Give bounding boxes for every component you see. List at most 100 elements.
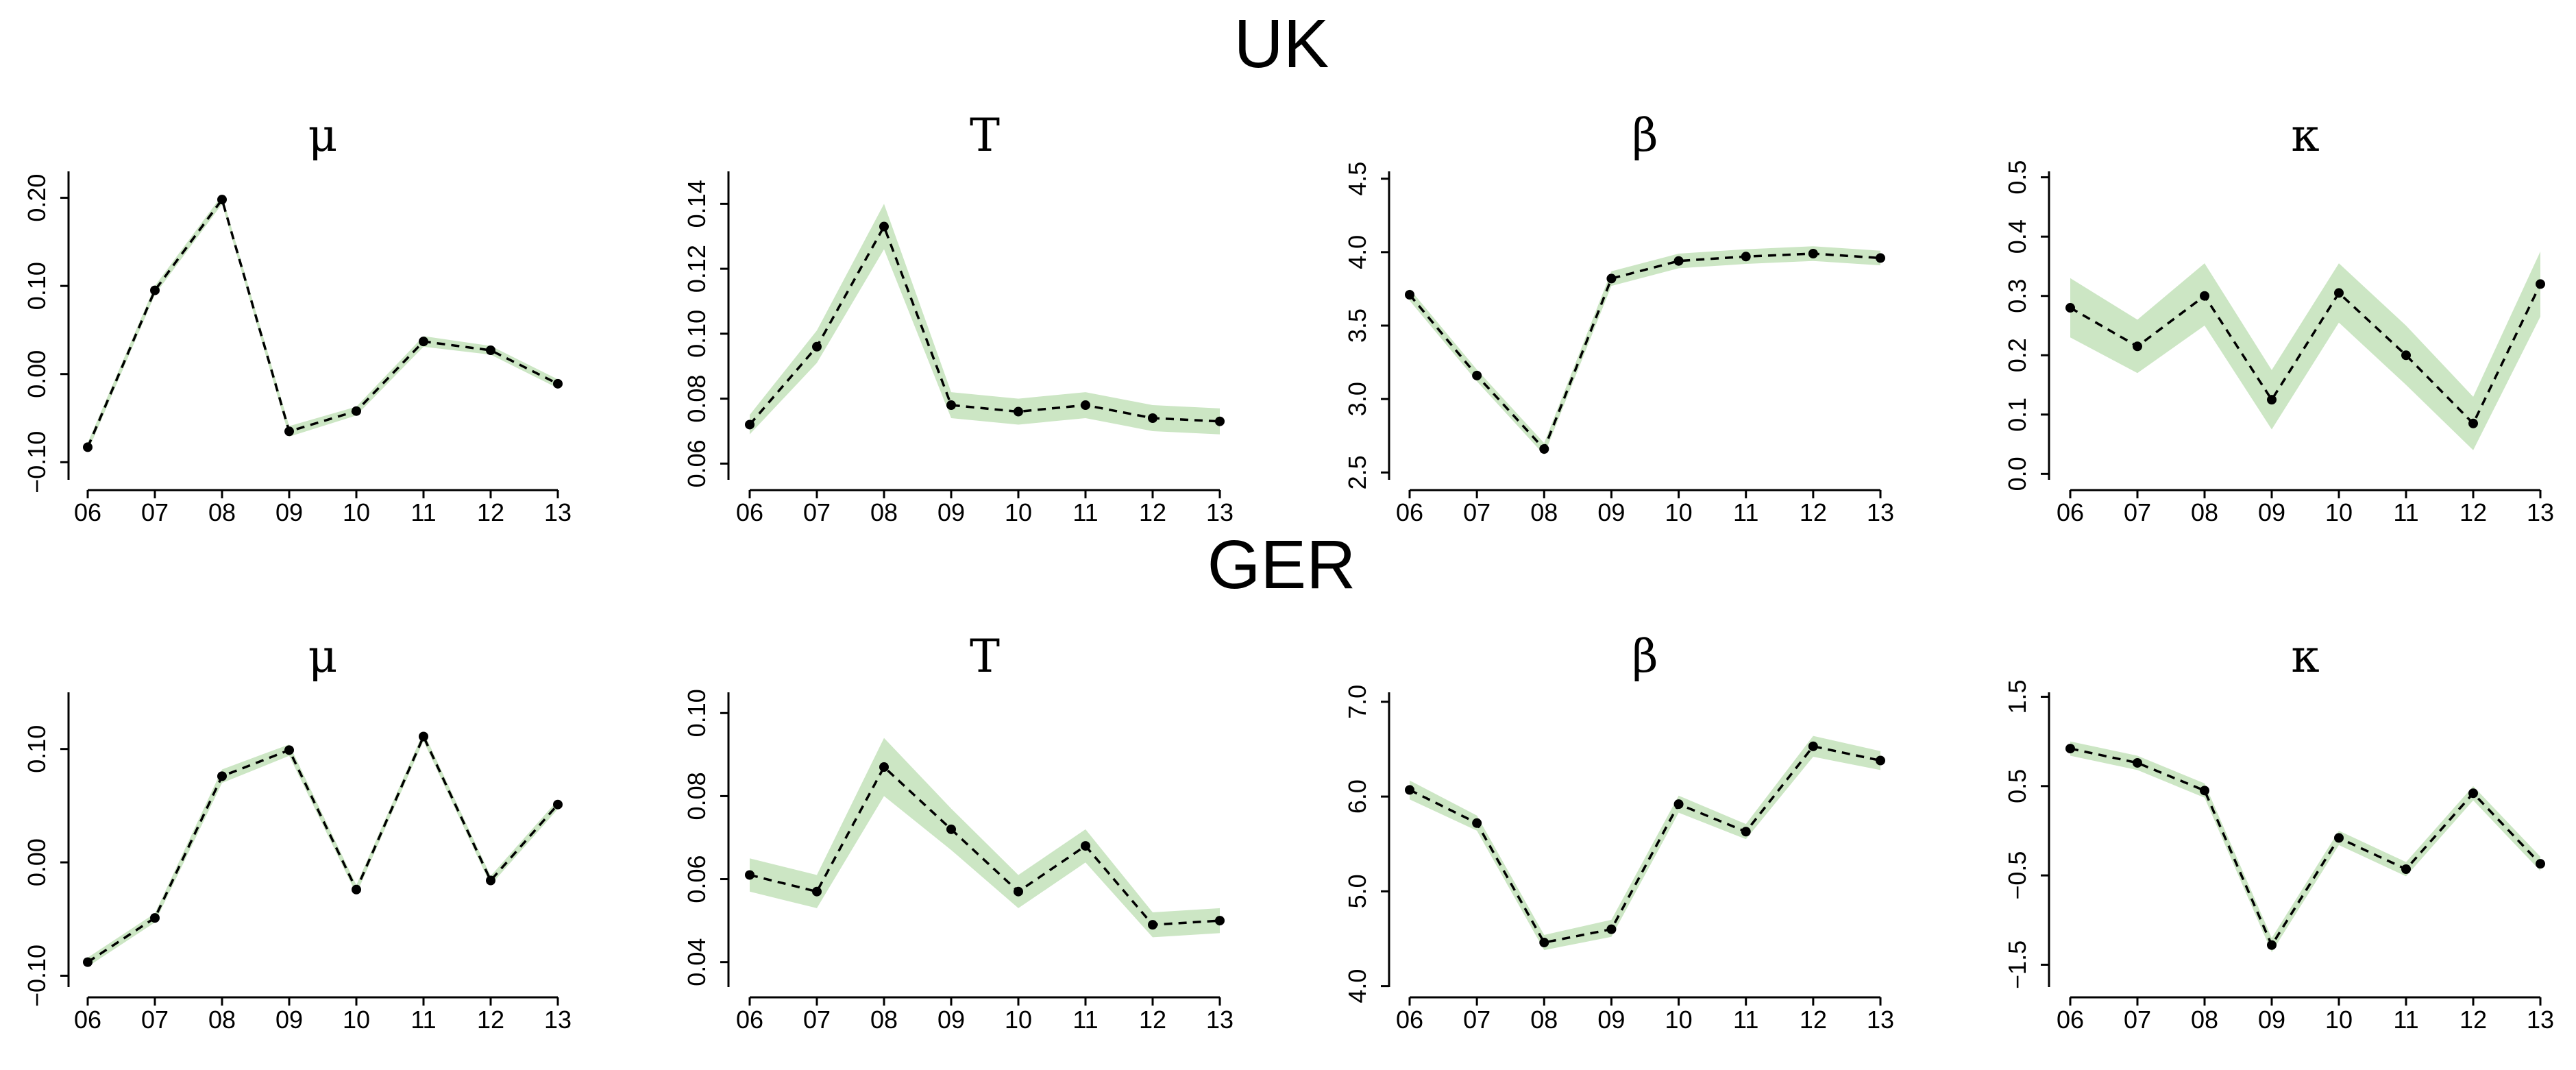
y-tick-label: 0.10: [683, 689, 711, 737]
confidence-band: [88, 731, 558, 967]
x-tick-label: 08: [1530, 498, 1558, 526]
data-point: [553, 799, 563, 810]
x-tick-label: 11: [1072, 1006, 1098, 1034]
data-point: [2133, 757, 2142, 768]
data-point: [1148, 413, 1157, 423]
x-tick-label: 12: [477, 498, 504, 526]
x-tick-label: 10: [2325, 498, 2353, 526]
data-point: [745, 420, 755, 430]
panel-ger-2: β 06 07 08 09 10 11 12 13 4.0 5.0 6.0 7.0: [1343, 630, 1894, 1034]
data-point: [2468, 418, 2478, 428]
data-point: [83, 957, 93, 967]
confidence-band: [750, 738, 1220, 938]
y-tick-label: −0.10: [23, 945, 51, 1007]
y-tick-label: 0.04: [683, 938, 711, 986]
panel-title: μ: [308, 630, 338, 683]
y-tick-label: 4.0: [1343, 235, 1371, 269]
y-tick-label: 0.06: [683, 439, 711, 487]
x-tick-label: 08: [2191, 1006, 2218, 1034]
data-point: [2401, 864, 2411, 874]
data-point: [1405, 785, 1414, 795]
x-tick-label: 12: [2460, 498, 2487, 526]
x-tick-label: 11: [1072, 498, 1098, 526]
y-tick-label: 3.0: [1343, 382, 1371, 416]
y-tick-label: 7.0: [1343, 685, 1371, 719]
panel-title: β: [1632, 630, 1658, 683]
x-tick-label: 13: [1867, 1006, 1894, 1034]
data-point: [1673, 256, 1684, 266]
data-point: [2536, 859, 2545, 869]
data-point: [150, 913, 160, 923]
data-point: [1876, 755, 1885, 766]
data-point: [2267, 940, 2277, 950]
data-point: [1215, 916, 1225, 926]
y-tick-label: 5.0: [1343, 874, 1371, 908]
data-point: [217, 771, 227, 781]
x-tick-label: 09: [2258, 1006, 2285, 1034]
x-tick-label: 09: [2258, 498, 2285, 526]
x-tick-label: 12: [2460, 1006, 2487, 1034]
y-tick-label: 0.3: [2003, 279, 2031, 313]
data-point: [1539, 938, 1549, 948]
data-point: [1405, 290, 1414, 300]
y-tick-label: −0.5: [2003, 851, 2031, 900]
series-line: [87, 733, 559, 964]
x-tick-label: 11: [410, 1006, 436, 1034]
x-tick-label: 06: [74, 498, 101, 526]
data-point: [486, 345, 495, 355]
data-point: [946, 824, 956, 834]
x-tick-label: 13: [544, 1006, 572, 1034]
x-tick-label: 07: [803, 1006, 831, 1034]
data-point: [2200, 786, 2209, 796]
x-tick-label: 12: [1800, 498, 1827, 526]
series-line: [1408, 252, 1881, 452]
series-line: [748, 223, 1220, 426]
x-tick-label: 06: [1396, 498, 1423, 526]
y-tick-label: −1.5: [2003, 940, 2031, 989]
series-line: [749, 765, 1220, 926]
x-tick-label: 13: [2527, 498, 2554, 526]
x-tick-label: 06: [74, 1006, 101, 1034]
data-point: [284, 426, 294, 437]
panel-title: κ: [2291, 109, 2319, 162]
data-point: [2401, 350, 2411, 361]
y-tick-label: 0.06: [683, 855, 711, 903]
x-tick-label: 06: [2057, 1006, 2084, 1034]
series-line: [2070, 747, 2542, 948]
data-point: [419, 337, 428, 347]
x-tick-label: 13: [1206, 498, 1234, 526]
x-tick-label: 07: [141, 498, 169, 526]
x-tick-label: 10: [1665, 1006, 1693, 1034]
x-tick-label: 07: [141, 1006, 169, 1034]
chart-panels: μ 06 07 08 09 10 11 12 13 −0.10 0.00 0.10 0.20 T 06 07 0…: [23, 109, 2554, 1034]
data-point: [284, 745, 294, 755]
confidence-band: [88, 195, 558, 452]
y-tick-label: 3.5: [1343, 308, 1371, 343]
data-point: [1014, 406, 1023, 417]
x-tick-label: 11: [1733, 498, 1758, 526]
data-point: [1014, 886, 1023, 897]
data-point: [1215, 416, 1225, 426]
data-point: [1876, 253, 1885, 263]
x-tick-label: 06: [2057, 498, 2084, 526]
y-tick-label: 0.5: [2003, 160, 2031, 195]
data-point: [1148, 920, 1157, 930]
x-tick-label: 06: [1396, 1006, 1423, 1034]
confidence-band: [750, 204, 1220, 435]
confidence-band: [1410, 735, 1880, 951]
y-tick-label: 0.10: [23, 262, 51, 310]
data-point: [1741, 252, 1751, 262]
x-tick-label: 10: [343, 498, 370, 526]
data-point: [2133, 341, 2142, 352]
y-tick-label: 2.5: [1343, 455, 1371, 489]
y-tick-label: −0.10: [23, 431, 51, 494]
data-point: [1539, 444, 1549, 454]
data-point: [2334, 288, 2344, 298]
data-point: [1808, 741, 1818, 751]
x-tick-label: 07: [1463, 498, 1491, 526]
data-point: [83, 442, 93, 452]
y-tick-label: 6.0: [1343, 779, 1371, 814]
data-point: [879, 762, 889, 773]
panel-title: μ: [308, 109, 338, 162]
y-tick-label: 0.00: [23, 838, 51, 886]
